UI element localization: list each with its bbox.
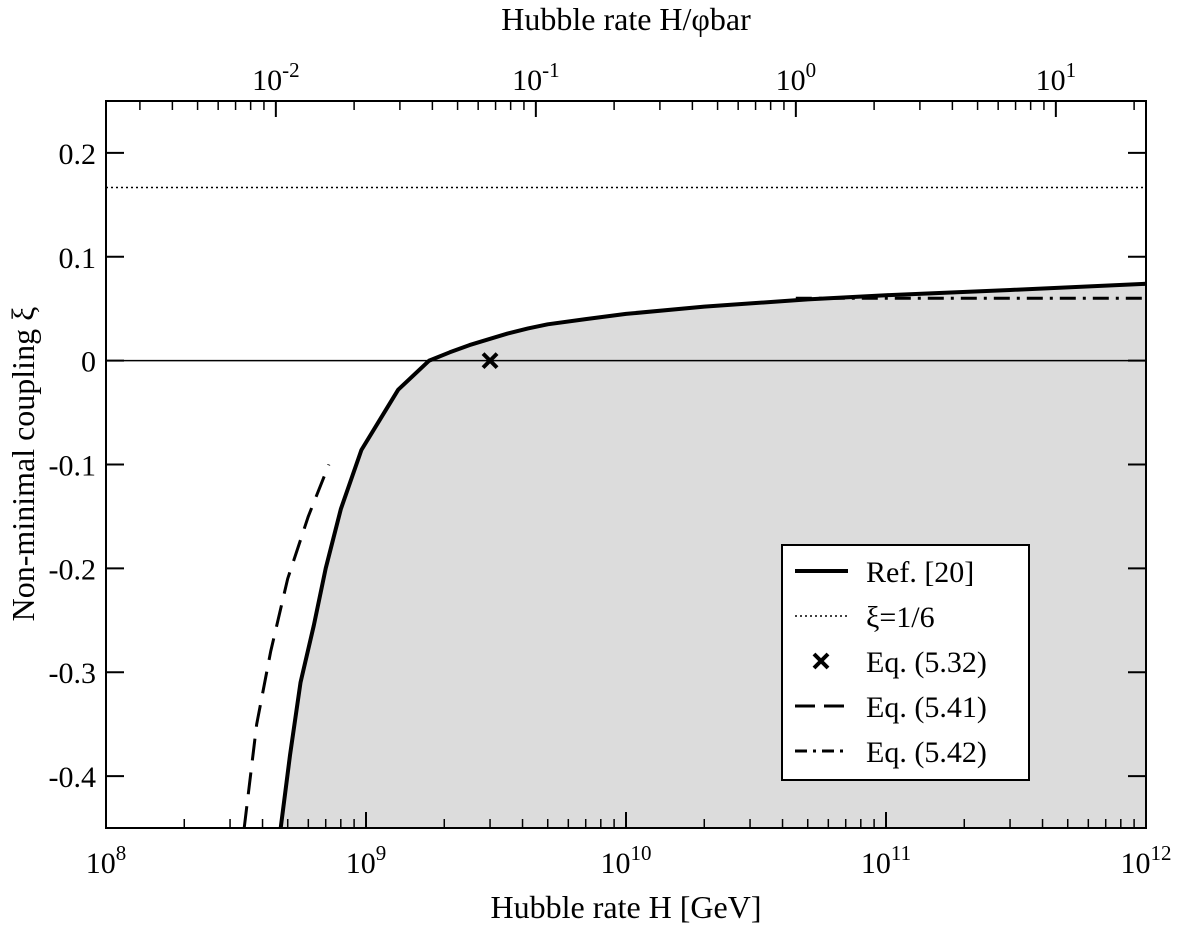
y-tick-label: -0.4 — [49, 761, 97, 794]
legend: Ref. [20] ξ=1/6 Eq. (5.32) Eq. (5.41) Eq. (5… — [781, 544, 1030, 781]
x-tick-label: 109 — [346, 841, 387, 880]
legend-label: ξ=1/6 — [866, 601, 935, 634]
y-tick-label: 0.2 — [59, 138, 97, 171]
x2-tick-label: 100 — [776, 58, 817, 97]
x2-tick-label: 10-1 — [512, 58, 560, 97]
y-axis-title: Non-minimal coupling ξ — [5, 307, 41, 622]
x-tick-label: 108 — [86, 841, 127, 880]
legend-label: Ref. [20] — [866, 556, 974, 589]
tick-layer — [105, 101, 1147, 828]
series-3-marker — [481, 352, 499, 370]
x2-tick-label: 101 — [1036, 58, 1077, 97]
tick-label-layer: 108 109 1010 1011 1012 10-2 10-1 100 101 0.2 0.1 0 -… — [49, 58, 1172, 880]
legend-item: ξ=1/6 — [795, 601, 935, 634]
legend-swatch — [812, 652, 830, 670]
x-axis-title: Hubble rate H [GeV] — [491, 889, 762, 925]
x-tick-label: 1012 — [1121, 841, 1172, 880]
x2-axis-title: Hubble rate H/φbar — [501, 1, 751, 37]
series-4-line — [242, 463, 331, 829]
legend-item: Eq. (5.42) — [795, 736, 987, 769]
x2-tick-label: 10-2 — [252, 58, 300, 97]
series-layer — [106, 186, 1147, 829]
y-tick-label: 0 — [81, 346, 96, 379]
y-tick-label: -0.2 — [49, 553, 97, 586]
legend-label: Eq. (5.41) — [866, 691, 987, 724]
y-tick-label: 0.1 — [59, 242, 97, 275]
y-tick-label: -0.1 — [49, 450, 97, 483]
series-1-line — [278, 281, 1147, 829]
x-tick-label: 1010 — [601, 841, 652, 880]
legend-label: Eq. (5.32) — [866, 646, 987, 679]
legend-label: Eq. (5.42) — [866, 736, 987, 769]
legend-item: Eq. (5.32) — [812, 646, 987, 679]
y-tick-label: -0.3 — [49, 657, 97, 690]
legend-item: Ref. [20] — [795, 556, 974, 589]
legend-item: Eq. (5.41) — [795, 691, 987, 724]
x-tick-label: 1011 — [861, 841, 911, 880]
